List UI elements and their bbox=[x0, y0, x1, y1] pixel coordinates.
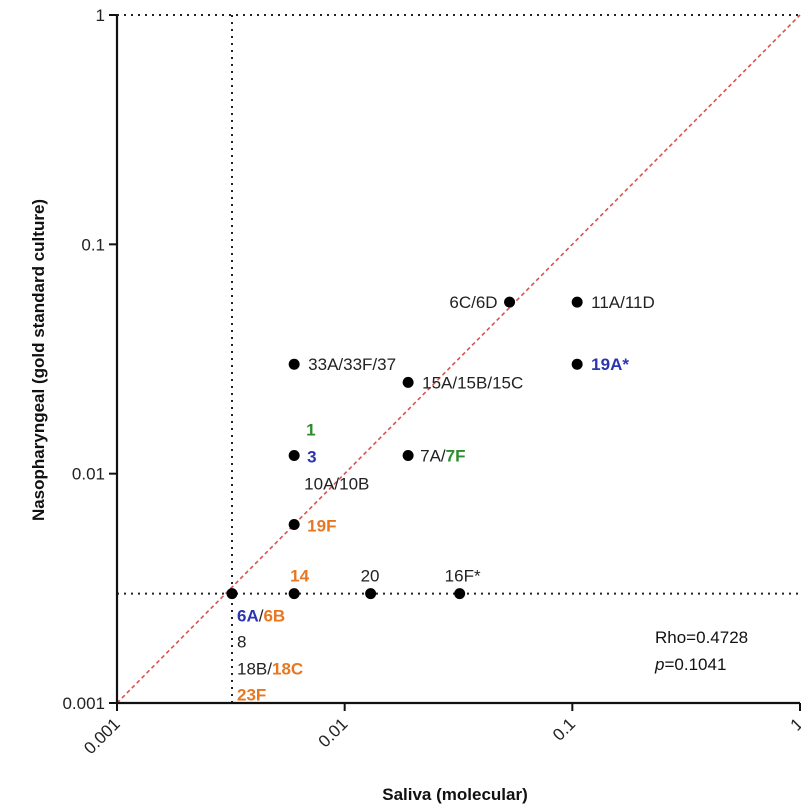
point-label-part: 20 bbox=[361, 567, 380, 586]
data-point bbox=[288, 588, 300, 600]
data-point bbox=[402, 450, 414, 462]
point-label: 10A/10B bbox=[304, 475, 369, 494]
point-label-part: 19A* bbox=[591, 355, 629, 374]
point-label: 7A/7F bbox=[420, 447, 465, 466]
data-point bbox=[288, 358, 300, 370]
x-tick-label: 0.001 bbox=[80, 714, 124, 758]
point-label: 14 bbox=[290, 567, 309, 586]
point-label: 6A/6B bbox=[237, 607, 285, 626]
point-labels: 11A/11D 6C/6D 33A/33F/37 19A* 15A/15B/15C 1 3 1… bbox=[237, 293, 655, 704]
point-label-part: 6C/6D bbox=[449, 293, 497, 312]
point-label: 1 bbox=[306, 421, 315, 440]
data-points bbox=[226, 296, 583, 600]
point-label: 3 bbox=[307, 448, 316, 467]
data-point bbox=[402, 376, 414, 388]
x-tick-label: 0.1 bbox=[549, 714, 579, 744]
point-label: 18B/18C bbox=[237, 660, 303, 679]
data-point bbox=[288, 450, 300, 462]
point-label-part: 8 bbox=[237, 633, 246, 652]
point-label-part: 33A/33F/37 bbox=[308, 355, 396, 374]
point-label-part: 23F bbox=[237, 686, 266, 705]
point-label-part: 6B bbox=[263, 607, 285, 626]
point-label-part: 7A/ bbox=[420, 447, 446, 466]
y-tick-label: 0.001 bbox=[62, 694, 105, 713]
y-tick-label: 0.1 bbox=[81, 235, 105, 254]
point-label: 19F bbox=[307, 517, 336, 536]
x-tick-label: 0.01 bbox=[315, 714, 352, 751]
point-label-part: 19F bbox=[307, 517, 336, 536]
p-value: =0.1041 bbox=[664, 655, 726, 674]
point-label: 16F* bbox=[445, 567, 481, 586]
p-value-stat: p=0.1041 bbox=[654, 655, 726, 674]
point-label-part: 18C bbox=[272, 660, 303, 679]
data-point bbox=[365, 588, 377, 600]
point-label: 6C/6D bbox=[449, 293, 497, 312]
data-point bbox=[571, 358, 583, 370]
data-point bbox=[571, 296, 583, 308]
point-label-part: 14 bbox=[290, 567, 309, 586]
x-tick-label: 1 bbox=[787, 714, 801, 734]
identity-reference-line bbox=[116, 14, 801, 704]
point-label: 33A/33F/37 bbox=[308, 355, 396, 374]
point-label-part: 6A bbox=[237, 607, 259, 626]
point-label-part: 16F* bbox=[445, 567, 481, 586]
y-tick-label: 1 bbox=[96, 6, 105, 25]
y-tick-label: 0.01 bbox=[72, 465, 105, 484]
rho-stat: Rho=0.4728 bbox=[655, 628, 748, 647]
data-point bbox=[226, 588, 238, 600]
point-label-part: 15A/15B/15C bbox=[422, 373, 523, 392]
data-point bbox=[454, 588, 466, 600]
data-point bbox=[288, 519, 300, 531]
data-point bbox=[504, 296, 516, 308]
point-label: 23F bbox=[237, 686, 266, 705]
point-label-part: 11A/11D bbox=[591, 293, 655, 312]
point-label-part: 10A/10B bbox=[304, 475, 369, 494]
point-label: 19A* bbox=[591, 355, 629, 374]
x-axis-title: Saliva (molecular) bbox=[382, 785, 528, 804]
point-label-part: / bbox=[259, 607, 264, 626]
point-label: 11A/11D bbox=[591, 293, 655, 312]
point-label: 8 bbox=[237, 633, 246, 652]
point-label-part: 18B/ bbox=[237, 660, 272, 679]
point-label-part: 3 bbox=[307, 448, 316, 467]
point-label-part: 1 bbox=[306, 421, 315, 440]
point-label-part: 7F bbox=[446, 447, 466, 466]
point-label: 20 bbox=[361, 567, 380, 586]
point-label: 15A/15B/15C bbox=[422, 373, 523, 392]
identity-line bbox=[116, 14, 801, 704]
p-symbol: p bbox=[654, 655, 664, 674]
y-axis-title: Nasopharyngeal (gold standard culture) bbox=[29, 199, 48, 521]
